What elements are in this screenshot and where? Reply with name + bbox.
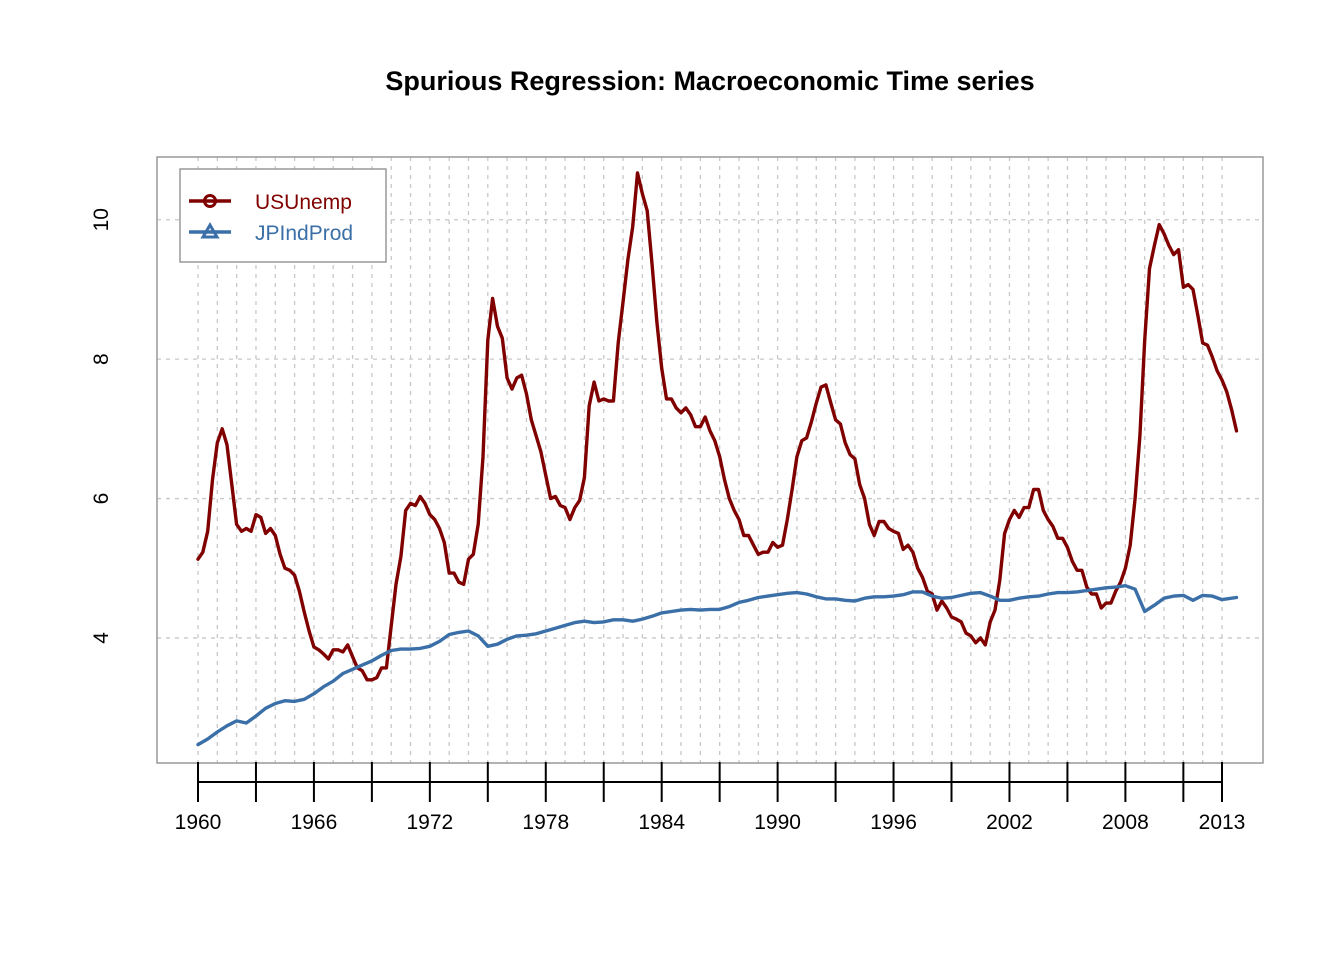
legend: USUnemp JPIndProd xyxy=(179,168,387,263)
y-tick-label: 4 xyxy=(90,632,113,644)
y-tick-label: 6 xyxy=(90,493,113,505)
x-tick-label: 1978 xyxy=(522,811,569,834)
legend-label: USUnemp xyxy=(255,191,352,214)
series-line-jpindprod xyxy=(196,584,1239,747)
circle-marker-icon xyxy=(203,194,217,208)
x-tick-label: 1990 xyxy=(754,811,801,834)
legend-box xyxy=(179,168,387,263)
legend-label: JPIndProd xyxy=(255,222,353,245)
y-tick-label: 10 xyxy=(90,208,113,231)
x-tick-label: 1972 xyxy=(406,811,453,834)
grid xyxy=(157,157,1263,763)
x-tick-label: 1984 xyxy=(638,811,685,834)
series-lines xyxy=(196,171,1239,747)
x-tick-label: 2013 xyxy=(1199,811,1246,834)
x-tick-label: 1960 xyxy=(175,811,222,834)
x-tick-label: 1996 xyxy=(870,811,917,834)
x-tick-label: 1966 xyxy=(291,811,338,834)
triangle-marker-icon xyxy=(200,222,220,239)
x-tick-label: 2002 xyxy=(986,811,1033,834)
axes: 1960 1966 1972 1978 1984 1990 1996 2002 2008 2013… xyxy=(90,208,1245,834)
y-tick-label: 8 xyxy=(90,353,113,365)
series-line-usunemp xyxy=(196,171,1239,682)
x-tick-label: 2008 xyxy=(1102,811,1149,834)
plot-frame xyxy=(156,156,1264,764)
chart-title: Spurious Regression: Macroeconomic Time … xyxy=(385,66,1034,96)
